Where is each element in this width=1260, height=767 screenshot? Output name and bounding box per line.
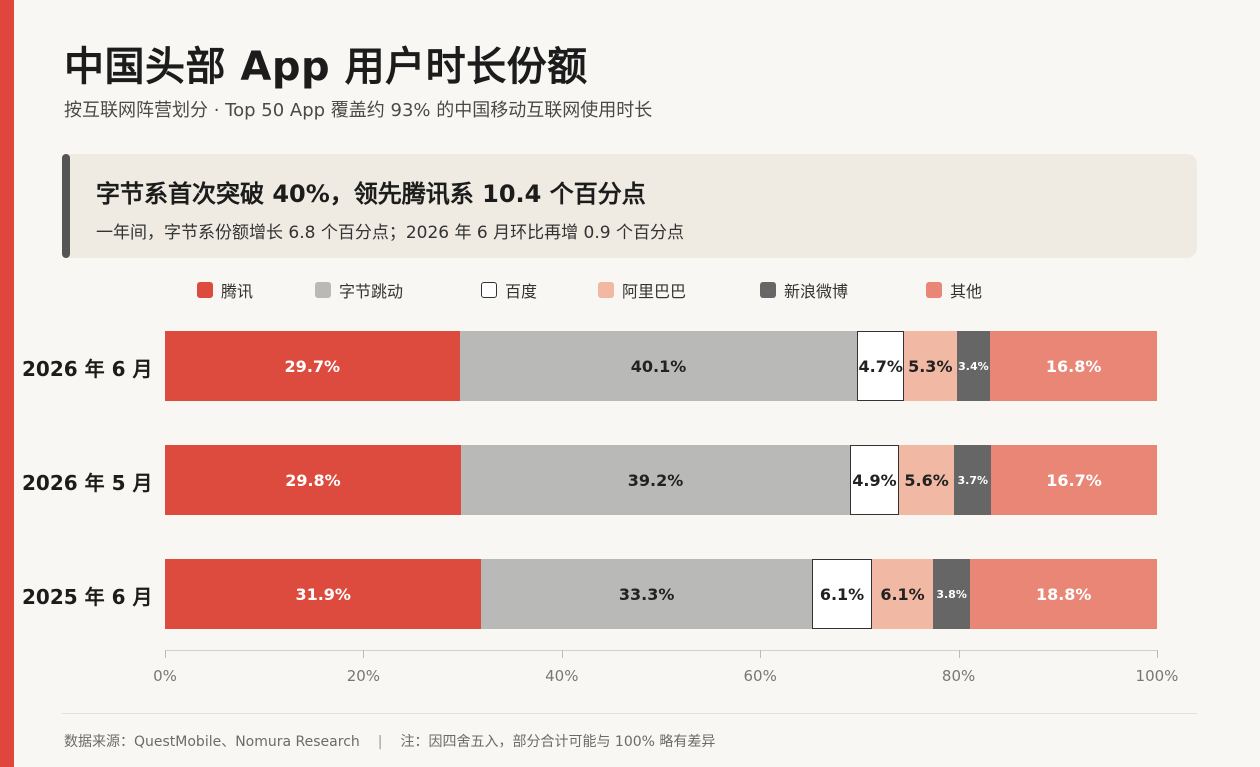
footer-divider [62,713,1197,714]
bar-segment: 29.8% [165,445,461,515]
legend-label: 新浪微博 [784,282,849,301]
legend-item: 腾讯 [197,280,254,301]
bar-segment: 39.2% [460,445,851,515]
bar-row: 29.8% 39.2% 4.9% 5.6% 3.7% 16.7% [165,445,1157,515]
key-insight-callout: 字节系首次突破 40%，领先腾讯系 10.4 个百分点 一年间，字节系份额增长 … [62,154,1197,258]
footer-note: 注：因四舍五入，部分合计可能与 100% 略有差异 [400,734,716,750]
legend-label: 腾讯 [221,282,254,301]
footer: 数据来源：QuestMobile、Nomura Research | 注：因四舍五入… [64,731,715,751]
bar-segment: 3.4% [956,331,991,401]
legend-swatch [760,282,776,298]
legend-item: 百度 [481,280,538,301]
legend-label: 其他 [950,282,983,301]
bar-segment: 29.7% [165,331,460,401]
legend-label: 字节跳动 [339,282,404,301]
bar-segment: 16.7% [991,445,1157,515]
x-axis-line [165,650,1157,651]
legend-swatch [926,282,942,298]
legend-swatch [197,282,213,298]
bar-segment: 3.8% [932,559,971,629]
bar-segment: 31.9% [165,559,482,629]
callout-subtext: 一年间，字节系份额增长 6.8 个百分点；2026 年 6 月环比再增 0.9 … [96,223,684,243]
x-tick [561,650,563,658]
legend-item: 阿里巴巴 [598,280,687,301]
legend-swatch [598,282,614,298]
page-subtitle: 按互联网阵营划分 · Top 50 App 覆盖约 93% 的中国移动互联网使用… [64,100,653,121]
row-label: 2026 年 6 月 [22,357,153,381]
x-tick [1157,650,1158,658]
bar-segment: 3.7% [954,445,992,515]
x-tick-label: 100% [1135,667,1179,685]
left-accent-stripe [0,0,14,767]
x-tick-label: 80% [941,667,976,685]
x-tick [363,650,365,658]
bar-row: 31.9% 33.3% 6.1% 6.1% 3.8% 18.8% [165,559,1157,629]
callout-headline: 字节系首次突破 40%，领先腾讯系 10.4 个百分点 [96,180,646,208]
x-tick-label: 0% [153,667,177,685]
footer-separator: | [377,734,383,750]
legend-swatch [315,282,331,298]
legend-item: 字节跳动 [315,280,404,301]
bar-segment: 4.9% [850,445,899,515]
x-tick [760,650,762,658]
bar-segment: 33.3% [481,559,812,629]
bar-segment: 18.8% [970,559,1157,629]
bar-segment: 16.8% [990,331,1157,401]
bar-segment: 5.6% [898,445,955,515]
bar-segment: 6.1% [872,559,933,629]
x-tick-label: 60% [743,667,777,685]
callout-accent-bar [62,154,70,258]
x-tick-label: 40% [545,667,579,685]
x-tick [958,650,960,658]
row-label: 2026 年 5 月 [22,471,153,495]
footer-source: 数据来源：QuestMobile、Nomura Research [64,734,360,750]
bar-row: 29.7% 40.1% 4.7% 5.3% 3.4% 16.8% [165,331,1157,401]
bar-segment: 6.1% [811,559,873,629]
legend-label: 百度 [505,282,538,301]
bar-segment: 40.1% [459,331,858,401]
legend-label: 阿里巴巴 [622,282,687,301]
legend-item: 新浪微博 [760,280,849,301]
x-tick-label: 20% [346,667,381,685]
bar-segment: 4.7% [857,331,904,401]
row-label: 2025 年 6 月 [22,585,153,609]
x-tick [165,650,166,658]
legend-item: 其他 [926,280,983,301]
legend-swatch [481,282,497,298]
page-title: 中国头部 App 用户时长份额 [64,44,588,90]
bar-segment: 5.3% [904,331,957,401]
